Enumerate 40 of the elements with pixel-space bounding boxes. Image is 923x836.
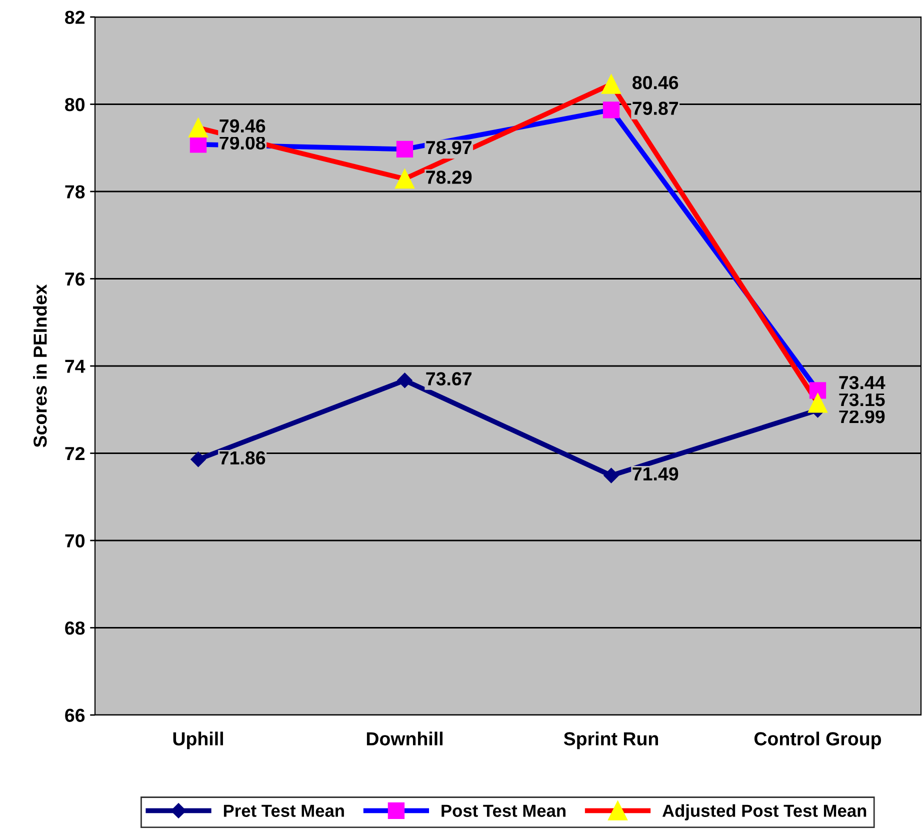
y-tick-label: 74 [65,360,86,373]
point [809,382,826,399]
point [602,74,621,94]
data-label: 73.67 [426,372,472,386]
data-label: 79.46 [220,119,266,133]
y-tick-label: 80 [65,98,85,112]
legend-label: Post Test Mean [442,804,566,817]
data-label: 71.86 [220,451,266,465]
y-tick-label: 76 [65,272,85,286]
y-tick-label: 66 [65,708,85,722]
data-label: 80.46 [632,76,678,90]
y-tick-label: 82 [65,10,85,24]
point [397,372,412,388]
point [190,136,207,153]
point [190,452,206,467]
x-tick-label: Sprint Run [564,732,658,750]
y-tick-label: 70 [65,534,85,548]
point [188,118,208,138]
point [602,102,620,118]
x-tick-label: Downhill [366,732,442,746]
legend-label: Pret Test Mean [224,804,344,817]
point [396,140,414,158]
point [395,169,414,189]
data-label: 78.97 [426,140,472,154]
point [604,468,619,484]
data-label: 79.87 [632,102,678,115]
data-label: 78.29 [426,170,472,184]
x-tick-label: Uphill [173,732,223,750]
y-axis-title: Scores in PEIndex [33,284,47,448]
y-tick-label: 68 [65,621,85,635]
point [808,393,828,413]
y-tick-label: 72 [65,446,85,460]
y-tick-label: 78 [65,185,85,198]
data-label: 73.15 [839,392,885,406]
data-label: 72.99 [839,410,885,424]
legend-label: Adjusted Post Test Mean [662,804,866,820]
data-label: 79.08 [220,136,266,150]
data-label: 71.49 [632,467,678,481]
data-label: 73.44 [839,376,886,390]
x-tick-label: Control Group [754,732,882,750]
